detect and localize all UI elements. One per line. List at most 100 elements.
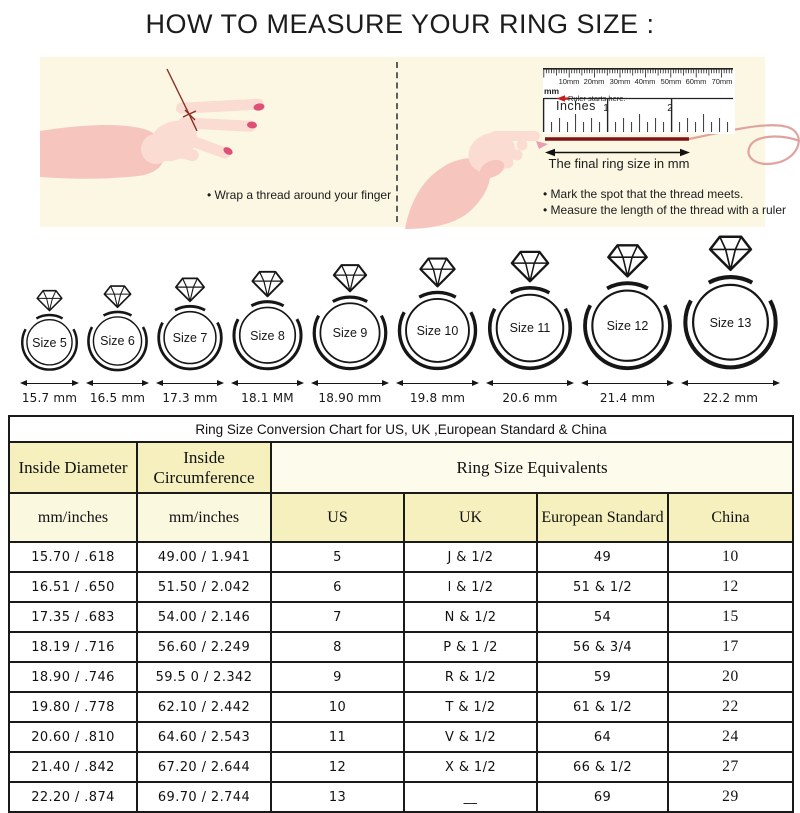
cell-inside-circumference: 62.10 / 2.442 — [136, 691, 272, 723]
ring-size-label: Size 7 — [172, 331, 208, 346]
ring-diameter-label: 20.6 mm — [502, 391, 558, 405]
ring-item: Size 9 18.90 mm — [310, 259, 390, 405]
right-hand-illustration — [405, 131, 548, 229]
table-title: Ring Size Conversion Chart for US, UK ,E… — [7, 415, 795, 443]
cell-inside-diameter: 19.80 / .778 — [8, 691, 138, 723]
cell-us-size: 10 — [270, 691, 405, 723]
ring-diameter-label: 16.5 mm — [89, 391, 146, 405]
cell-inside-diameter: 21.40 / .842 — [8, 751, 138, 783]
cell-china-size: 29 — [666, 781, 795, 813]
cell-china-size: 15 — [666, 601, 795, 633]
diameter-arrow — [231, 379, 304, 388]
cell-inside-circumference: 59.5 0 / 2.342 — [136, 661, 272, 693]
header-us: US — [270, 492, 405, 543]
ring-icon — [310, 259, 390, 373]
table-row: 17.35 / .683 54.00 / 2.146 7 N & 1/2 54 … — [8, 601, 795, 633]
header-china: China — [666, 492, 795, 543]
table-row: 20.60 / .810 64.60 / 2.543 11 V & 1/2 64… — [8, 721, 795, 753]
header-ring-size-equivalents: Ring Size Equivalents — [269, 441, 795, 494]
ring-item: Size 8 18.1 MM — [230, 266, 305, 405]
cell-uk-size: __ — [403, 781, 538, 813]
cell-inside-circumference: 69.70 / 2.744 — [136, 781, 272, 813]
cell-china-size: 20 — [666, 661, 795, 693]
diameter-arrow — [156, 379, 224, 388]
ring-size-label: Size 10 — [416, 323, 459, 338]
diameter-arrow — [581, 379, 674, 388]
ring-icon — [395, 252, 480, 373]
ruler-mm-label-50: 50mm — [660, 77, 682, 86]
inch-number-1: 1 — [603, 103, 609, 114]
cell-inside-diameter: 17.35 / .683 — [8, 601, 138, 633]
ring-diameter-label: 18.90 mm — [318, 391, 382, 405]
cell-china-size: 10 — [666, 541, 795, 573]
ring-item: Size 6 16.5 mm — [85, 281, 150, 405]
cell-inside-circumference: 56.60 / 2.249 — [136, 631, 272, 663]
cell-european-size: 59 — [536, 661, 669, 693]
cell-european-size: 61 & 1/2 — [536, 691, 669, 723]
ring-item: Size 12 21.4 mm — [580, 238, 675, 405]
cell-uk-size: J & 1/2 — [403, 541, 538, 573]
cell-us-size: 8 — [270, 631, 405, 663]
ring-size-label: Size 5 — [32, 335, 67, 350]
ring-diameter-label: 15.7 mm — [21, 391, 78, 405]
table-row: 18.90 / .746 59.5 0 / 2.342 9 R & 1/2 59… — [8, 661, 795, 693]
step-wrap-thread: • Wrap a thread around your finger — [207, 188, 392, 202]
ruler-mm-label-40: 40mm — [634, 77, 656, 86]
ruler-ticks — [542, 68, 733, 132]
ring-item: Size 10 19.8 mm — [395, 252, 480, 405]
cell-uk-size: l & 1/2 — [403, 571, 538, 603]
header-mm-inches-diameter: mm/inches — [8, 492, 138, 543]
cell-european-size: 49 — [536, 541, 669, 573]
ring-diameter-label: 21.4 mm — [599, 391, 656, 405]
thread-on-finger — [166, 68, 198, 132]
cell-inside-diameter: 22.20 / .874 — [8, 781, 138, 813]
ring-icon — [155, 273, 225, 373]
cell-inside-circumference: 67.20 / 2.644 — [136, 751, 272, 783]
ring-icon — [230, 266, 305, 373]
cell-inside-circumference: 54.00 / 2.146 — [136, 601, 272, 633]
cell-european-size: 54 — [536, 601, 669, 633]
cell-us-size: 6 — [270, 571, 405, 603]
ring-diameter-label: 22.2 mm — [702, 391, 759, 405]
ring-icon — [580, 238, 675, 373]
cell-us-size: 11 — [270, 721, 405, 753]
cell-china-size: 22 — [666, 691, 795, 723]
table-row: 19.80 / .778 62.10 / 2.442 10 T & 1/2 61… — [8, 691, 795, 723]
table-row: 16.51 / .650 51.50 / 2.042 6 l & 1/2 51 … — [8, 571, 795, 603]
inch-number-2: 2 — [667, 103, 673, 114]
cell-uk-size: N & 1/2 — [403, 601, 538, 633]
thread-curl — [688, 124, 800, 165]
diameter-arrow — [396, 379, 479, 388]
ruler: 10mm 20mm 30mm 40mm 50mm 60mm 70mm mm Ru… — [542, 68, 735, 134]
ring-item: Size 5 15.7 mm — [19, 286, 80, 405]
cell-european-size: 69 — [536, 781, 669, 813]
ruler-mm-label-10: 10mm — [558, 77, 580, 86]
cell-inside-circumference: 51.50 / 2.042 — [136, 571, 272, 603]
cell-uk-size: R & 1/2 — [403, 661, 538, 693]
step-measure-length: • Measure the length of the thread with … — [543, 203, 787, 217]
cell-us-size: 7 — [270, 601, 405, 633]
cell-european-size: 66 & 1/2 — [536, 751, 669, 783]
page-title: HOW TO MEASURE YOUR RING SIZE : — [145, 9, 655, 39]
diameter-arrow — [20, 379, 79, 388]
cell-inside-diameter: 16.51 / .650 — [8, 571, 138, 603]
cell-us-size: 9 — [270, 661, 405, 693]
header-european-standard: European Standard — [536, 492, 669, 543]
ring-size-label: Size 8 — [250, 328, 285, 343]
cell-china-size: 12 — [666, 571, 795, 603]
diameter-arrow — [311, 379, 389, 388]
ring-item: Size 7 17.3 mm — [155, 273, 225, 405]
cell-us-size: 13 — [270, 781, 405, 813]
ring-diameter-label: 19.8 mm — [409, 391, 466, 405]
cell-inside-circumference: 49.00 / 1.941 — [136, 541, 272, 573]
ring-size-label: Size 11 — [509, 321, 551, 336]
final-size-arrow — [545, 148, 690, 157]
conversion-table: Ring Size Conversion Chart for US, UK ,E… — [7, 415, 795, 813]
cell-uk-size: P & 1 /2 — [403, 631, 538, 663]
left-hand-illustration — [40, 68, 265, 179]
ring-icon — [85, 281, 150, 374]
cell-china-size: 17 — [666, 631, 795, 663]
table-row: 15.70 / .618 49.00 / 1.941 5 J & 1/2 49 … — [8, 541, 795, 573]
ring-diameter-label: 17.3 mm — [162, 391, 218, 405]
ring-diameter-label: 18.1 MM — [241, 391, 294, 405]
